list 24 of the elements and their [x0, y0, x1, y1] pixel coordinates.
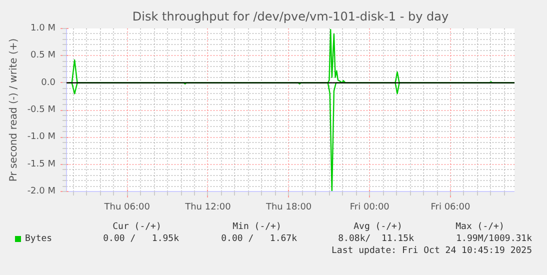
- x-tick-label: Thu 06:00: [103, 202, 150, 212]
- y-tick-label: -0.5 M: [27, 105, 56, 115]
- y-tick-label: 0.0: [41, 78, 56, 88]
- y-axis-title: Pr second read (-) / write (+): [8, 38, 20, 182]
- text: Min (-/+): [232, 222, 282, 232]
- text: 8.08k/ 11.15k: [338, 234, 414, 244]
- legend-label: Bytes: [25, 234, 52, 244]
- text: 0.00 / 1.95k: [103, 234, 179, 244]
- y-tick-label: 1.0 M: [30, 24, 56, 34]
- x-tick-label: Fri 06:00: [430, 202, 471, 212]
- y-tick-label: -2.0 M: [27, 186, 56, 196]
- text: Last update: Fri Oct 24 10:45:19 2025: [332, 246, 532, 256]
- x-tick-label: Thu 12:00: [184, 202, 232, 212]
- x-tick-label: Fri 00:00: [350, 202, 390, 212]
- text: 1.99M/1009.31k: [456, 234, 532, 244]
- y-tick-label: 0.5 M: [30, 50, 56, 61]
- text: Avg (-/+): [354, 222, 402, 232]
- y-tick-label: -1.5 M: [27, 159, 56, 170]
- text: Cur (-/+): [112, 222, 162, 232]
- x-tick-label: Thu 18:00: [264, 202, 312, 212]
- chart-title: Disk throughput for /dev/pve/vm-101-disk-1 - by day: [132, 10, 449, 24]
- text: 0.00 / 1.67k: [221, 234, 297, 244]
- y-tick-label: -1.0 M: [27, 132, 56, 142]
- text: Max (-/+): [456, 222, 504, 232]
